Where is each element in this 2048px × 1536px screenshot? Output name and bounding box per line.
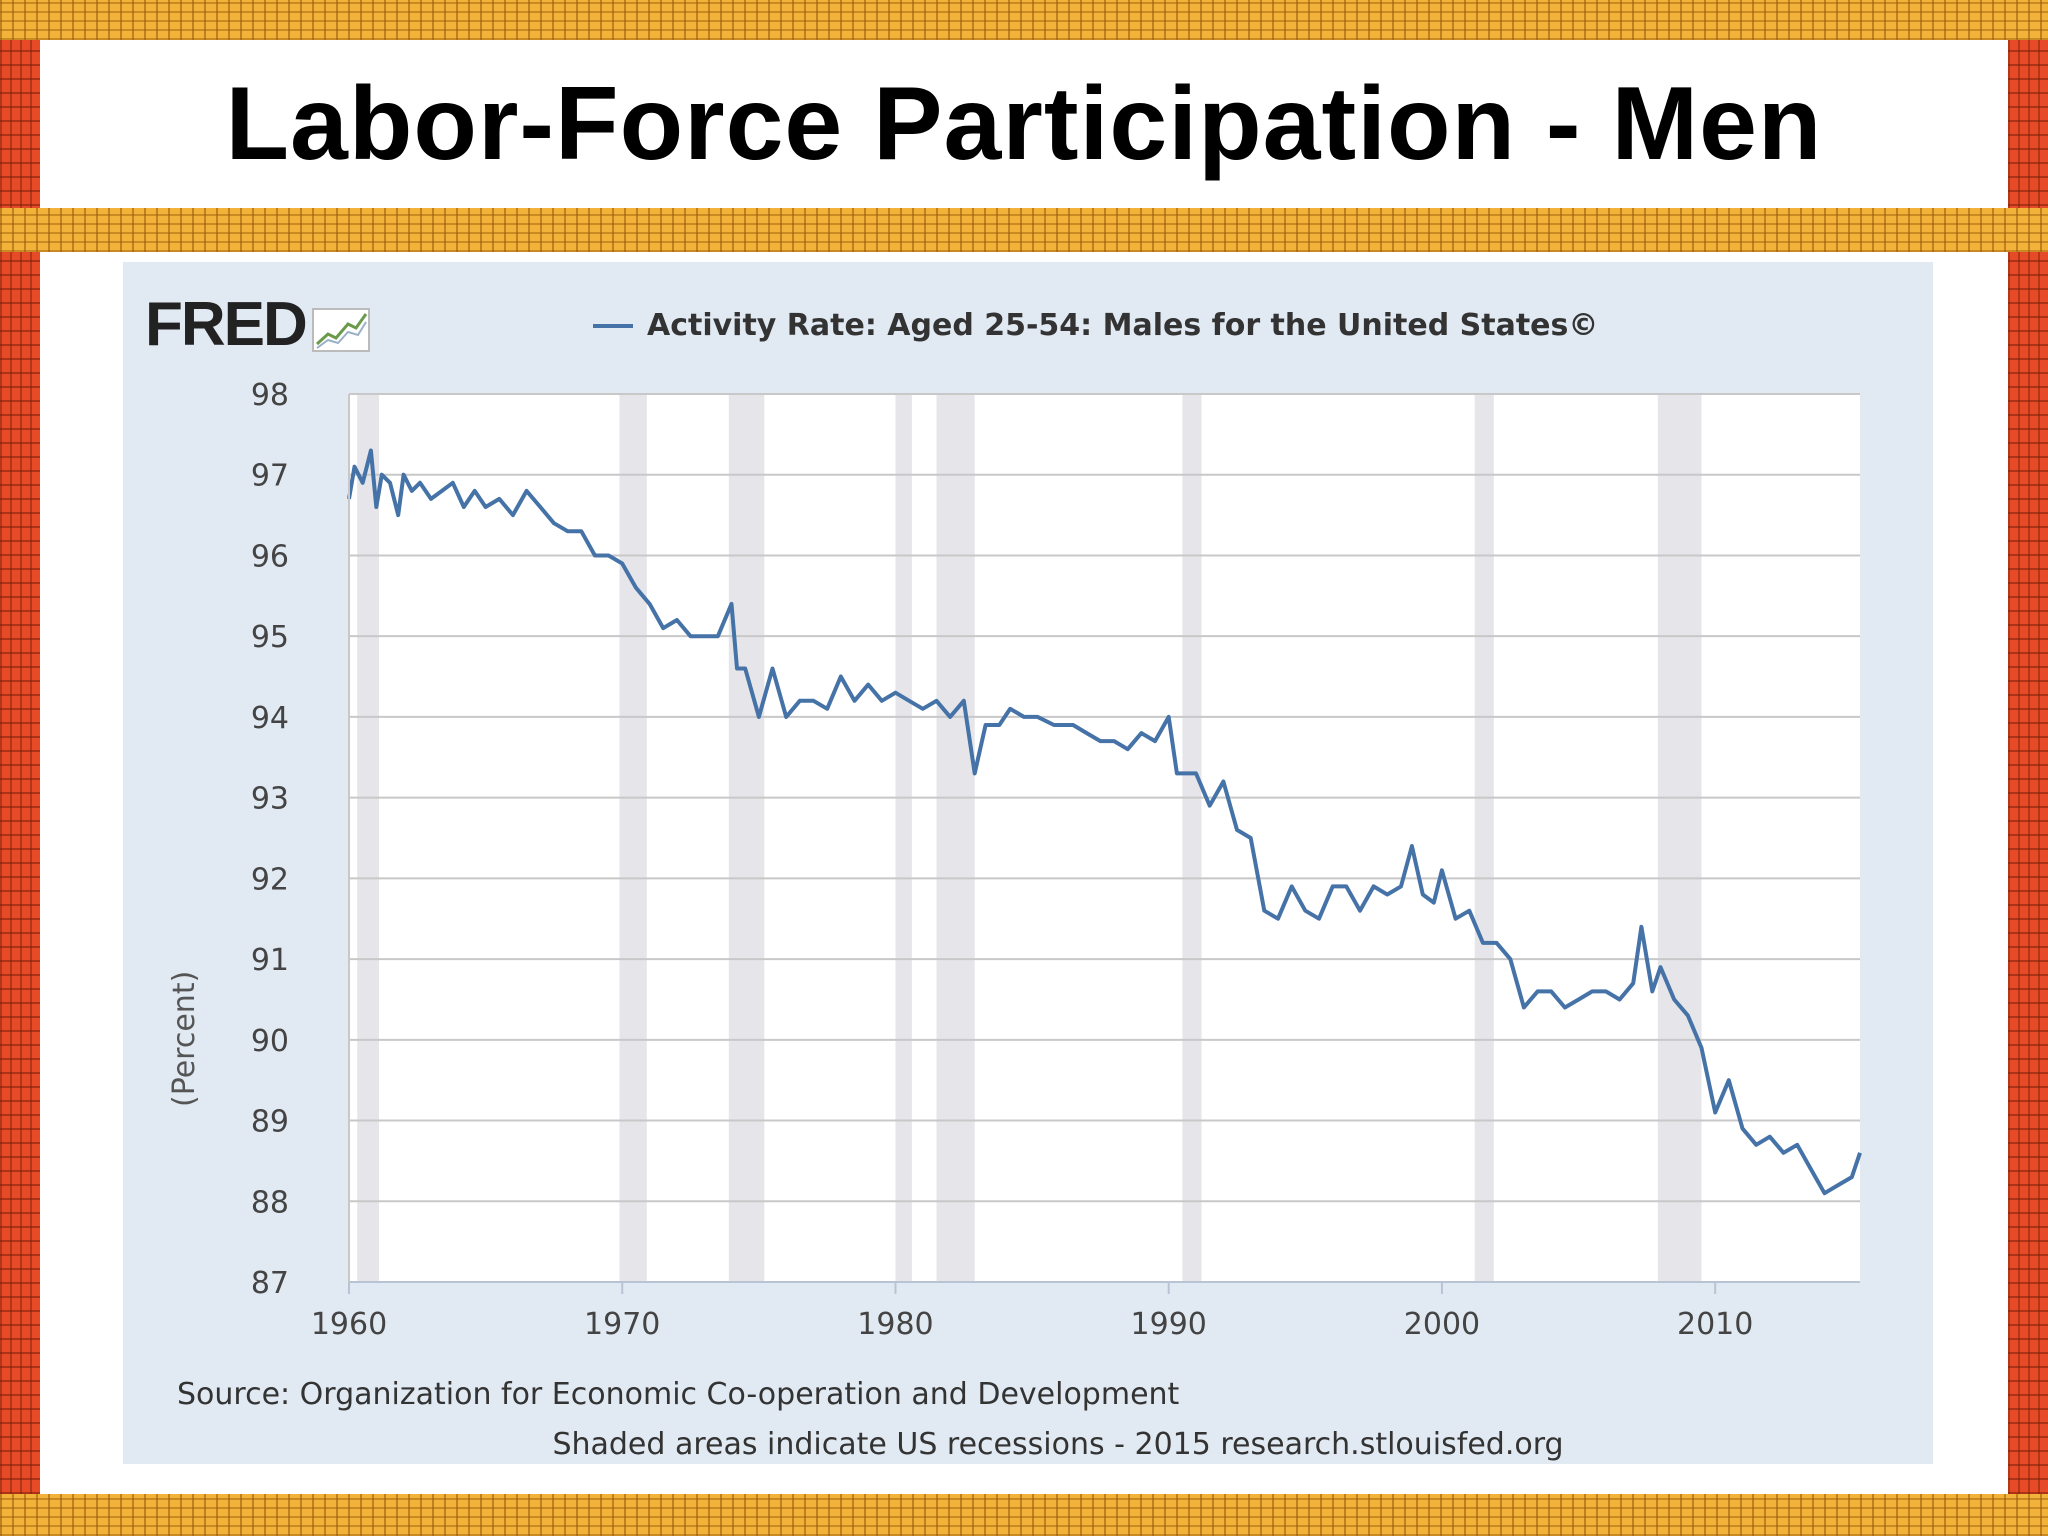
recession-band [728, 394, 765, 1282]
recession-band [936, 394, 975, 1282]
fred-logo-text: FRED [145, 290, 308, 359]
y-tick-label: 97 [251, 459, 289, 494]
y-tick-label: 92 [251, 862, 289, 897]
x-tick-label: 1990 [1131, 1307, 1207, 1342]
brick-frame-bottom [0, 1494, 2048, 1536]
recession-band [1182, 394, 1202, 1282]
series-line [347, 448, 1862, 1196]
y-tick-label: 87 [251, 1266, 289, 1301]
chart-legend: Activity Rate: Aged 25-54: Males for the… [593, 308, 1598, 343]
content-panel: FRED Activity Rate: Aged 25-54: Males fo… [40, 252, 2008, 1494]
x-tick-label: 2010 [1677, 1307, 1753, 1342]
recession-note: Shaded areas indicate US recessions - 20… [552, 1427, 1564, 1462]
brick-frame-top [0, 0, 2048, 40]
legend-label: Activity Rate: Aged 25-54: Males for the… [647, 308, 1599, 343]
y-tick-label: 94 [251, 701, 289, 736]
slide-title: Labor-Force Participation - Men [225, 65, 1823, 182]
y-tick-label: 88 [251, 1185, 289, 1220]
y-tick-label: 95 [251, 620, 289, 655]
fred-chart-card: FRED Activity Rate: Aged 25-54: Males fo… [123, 262, 1933, 1464]
x-tick-label: 1980 [857, 1307, 933, 1342]
x-tick-label: 2000 [1404, 1307, 1480, 1342]
recession-band [1474, 394, 1494, 1282]
y-tick-label: 96 [251, 539, 289, 574]
recession-band [1657, 394, 1702, 1282]
y-tick-label: 98 [251, 378, 289, 413]
brick-frame-left [0, 0, 40, 1536]
trend-chart-icon [311, 308, 370, 352]
brick-frame-right [2008, 0, 2048, 1536]
y-tick-label: 90 [251, 1024, 289, 1059]
y-tick-label: 91 [251, 943, 289, 978]
x-tick-label: 1960 [311, 1307, 387, 1342]
y-tick-label: 89 [251, 1105, 289, 1140]
recession-band [619, 394, 647, 1282]
line-chart: 87 88 89 90 91 92 93 94 95 96 97 98 1960 1970 1980 199… [251, 378, 1862, 1342]
legend-swatch [593, 323, 633, 328]
y-tick-label: 93 [251, 782, 289, 817]
x-tick-label: 1970 [584, 1307, 660, 1342]
brick-frame-middle [0, 208, 2048, 252]
source-text: Source: Organization for Economic Co-ope… [177, 1377, 1180, 1412]
fred-logo: FRED [145, 294, 370, 356]
recession-band [357, 394, 380, 1282]
title-panel: Labor-Force Participation - Men [40, 40, 2008, 208]
recession-band [895, 394, 912, 1282]
plot-area [349, 394, 1860, 1282]
